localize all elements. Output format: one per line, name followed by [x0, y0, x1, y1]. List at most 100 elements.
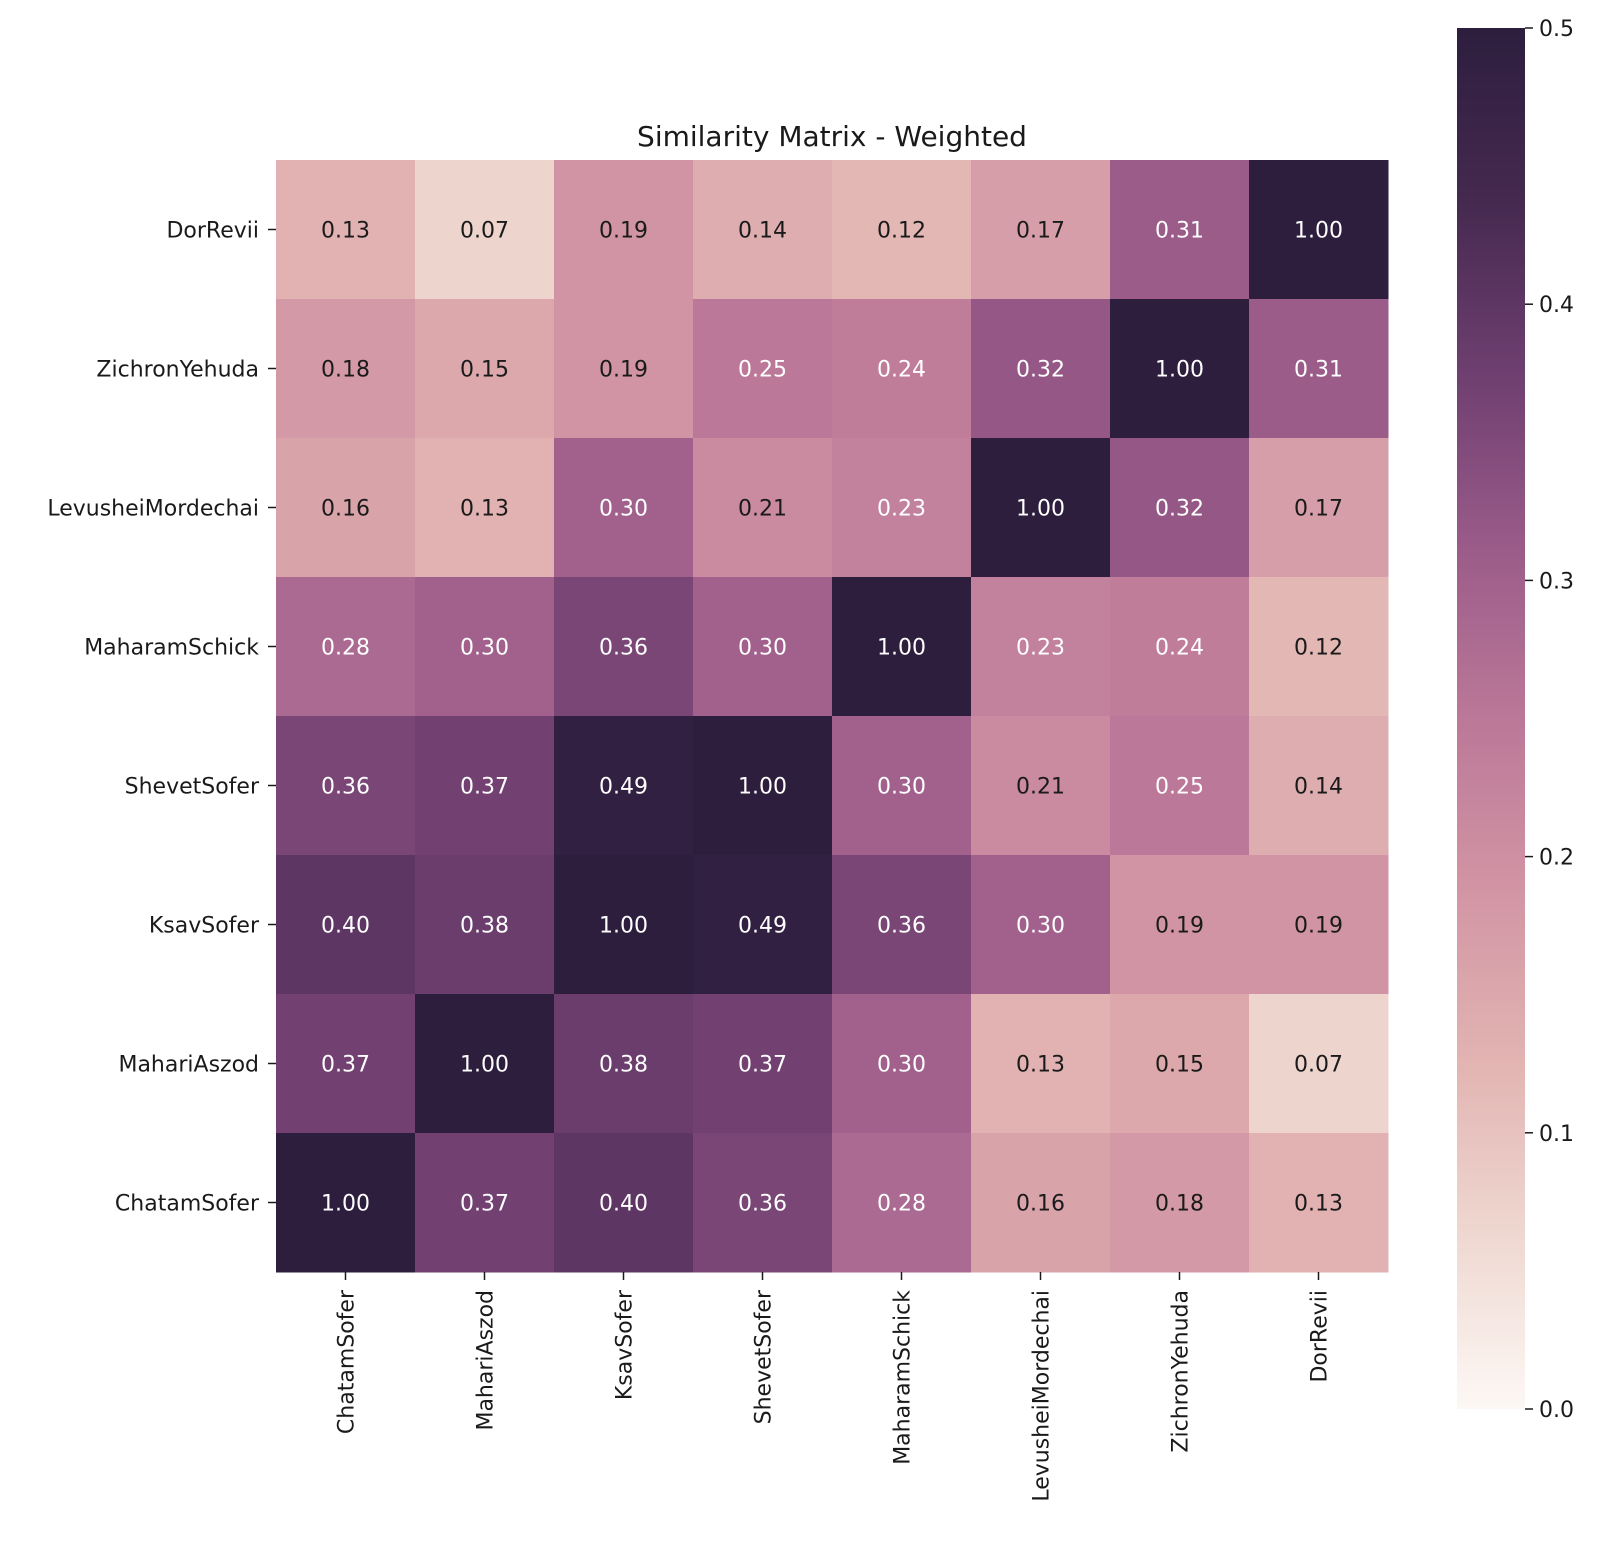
cell-value-label: 0.37 — [460, 775, 509, 800]
cell-value-label: 0.16 — [1016, 1192, 1065, 1217]
cell-value-label: 0.07 — [460, 219, 509, 244]
heatmap-cell — [1110, 855, 1250, 995]
heatmap-cell — [1249, 438, 1389, 578]
heatmap-cell — [415, 160, 555, 300]
cell-value-label: 0.38 — [460, 914, 509, 939]
cell-value-label: 0.30 — [1016, 914, 1065, 939]
cell-value-label: 0.18 — [321, 358, 370, 383]
heatmap-cell — [1110, 1133, 1250, 1273]
heatmap-cell — [1249, 994, 1389, 1134]
heatmap-cell — [554, 577, 694, 717]
cell-value-label: 0.30 — [877, 1053, 926, 1078]
heatmap-cell — [832, 299, 972, 439]
cell-value-label: 0.07 — [1294, 1053, 1343, 1078]
cell-value-label: 1.00 — [1016, 497, 1065, 522]
heatmap-cell — [415, 438, 555, 578]
cell-value-label: 0.17 — [1294, 497, 1343, 522]
cell-value-label: 0.30 — [460, 636, 509, 661]
cell-value-label: 0.13 — [321, 219, 370, 244]
heatmap-cell — [1249, 1133, 1389, 1273]
colorbar-tick-label: 0.1 — [1539, 1122, 1574, 1147]
heatmap-cell — [276, 577, 416, 717]
y-tick-label: ShevetSofer — [125, 775, 260, 800]
y-tick-label: ChatamSofer — [115, 1192, 260, 1217]
cell-value-label: 0.19 — [599, 358, 648, 383]
heatmap-cell — [554, 438, 694, 578]
x-tick-label: KsavSofer — [613, 1289, 638, 1400]
heatmap-cells: 0.13 0.07 0.19 0.14 0.12 0.17 0.31 1.00 0.18 0.15… — [276, 160, 1389, 1273]
colorbar: 0.0 0.1 0.2 0.3 0.4 0.5 — [1457, 17, 1574, 1423]
cell-value-label: 0.21 — [1016, 775, 1065, 800]
cell-value-label: 0.38 — [599, 1053, 648, 1078]
heatmap-cell — [693, 577, 833, 717]
heatmap-cell — [832, 1133, 972, 1273]
y-tick-label: KsavSofer — [149, 914, 260, 939]
heatmap-cell — [693, 855, 833, 995]
cell-value-label: 0.19 — [1294, 914, 1343, 939]
heatmap-cell — [1249, 855, 1389, 995]
y-tick-label: DorRevii — [166, 219, 259, 244]
heatmap-cell — [971, 994, 1111, 1134]
heatmap-cell — [276, 994, 416, 1134]
heatmap-cell — [1249, 160, 1389, 300]
chart-title: Similarity Matrix - Weighted — [637, 120, 1027, 153]
heatmap-cell — [415, 1133, 555, 1273]
heatmap-cell — [832, 855, 972, 995]
heatmap-cell — [971, 716, 1111, 856]
heatmap-cell — [971, 1133, 1111, 1273]
cell-value-label: 0.31 — [1155, 219, 1204, 244]
heatmap-cell — [276, 438, 416, 578]
cell-value-label: 0.32 — [1016, 358, 1065, 383]
cell-value-label: 0.37 — [738, 1053, 787, 1078]
heatmap-cell — [276, 716, 416, 856]
cell-value-label: 0.23 — [877, 497, 926, 522]
cell-value-label: 0.31 — [1294, 358, 1343, 383]
x-tick-label: MaharamSchick — [891, 1290, 916, 1465]
cell-value-label: 1.00 — [1155, 358, 1204, 383]
x-tick-label: LevusheiMordechai — [1030, 1290, 1055, 1502]
heatmap-cell — [971, 438, 1111, 578]
y-tick-label: MahariAszod — [118, 1053, 259, 1078]
cell-value-label: 0.25 — [1155, 775, 1204, 800]
cell-value-label: 0.14 — [738, 219, 787, 244]
heatmap-cell — [1110, 160, 1250, 300]
colorbar-tick-label: 0.2 — [1539, 846, 1574, 871]
cell-value-label: 0.37 — [460, 1192, 509, 1217]
heatmap-cell — [276, 160, 416, 300]
heatmap-cell — [554, 299, 694, 439]
heatmap-cell — [832, 160, 972, 300]
cell-value-label: 0.36 — [321, 775, 370, 800]
x-tick-label: MahariAszod — [474, 1290, 499, 1431]
heatmap-cell — [554, 716, 694, 856]
cell-value-label: 0.49 — [738, 914, 787, 939]
x-tick-label: ShevetSofer — [752, 1289, 777, 1424]
y-axis: DorRevii ZichronYehuda LevusheiMordechai Ma… — [47, 219, 276, 1217]
colorbar-tick-label: 0.0 — [1539, 1398, 1574, 1423]
colorbar-tick-label: 0.4 — [1539, 293, 1574, 318]
cell-value-label: 1.00 — [877, 636, 926, 661]
cell-value-label: 0.25 — [738, 358, 787, 383]
y-tick-label: MaharamSchick — [84, 636, 259, 661]
heatmap-cell — [693, 1133, 833, 1273]
cell-value-label: 0.36 — [738, 1192, 787, 1217]
cell-value-label: 0.36 — [877, 914, 926, 939]
cell-value-label: 1.00 — [460, 1053, 509, 1078]
cell-value-label: 0.14 — [1294, 775, 1343, 800]
heatmap-cell — [971, 577, 1111, 717]
x-tick-label: DorRevii — [1308, 1290, 1333, 1383]
heatmap-cell — [415, 299, 555, 439]
cell-value-label: 0.15 — [1155, 1053, 1204, 1078]
cell-value-label: 0.24 — [1155, 636, 1204, 661]
cell-value-label: 0.12 — [1294, 636, 1343, 661]
cell-value-label: 1.00 — [599, 914, 648, 939]
heatmap-cell — [276, 299, 416, 439]
heatmap-cell — [554, 1133, 694, 1273]
y-tick-label: ZichronYehuda — [96, 358, 259, 383]
heatmap-cell — [693, 994, 833, 1134]
heatmap-cell — [1110, 577, 1250, 717]
cell-value-label: 0.21 — [738, 497, 787, 522]
heatmap-cell — [415, 855, 555, 995]
cell-value-label: 0.36 — [599, 636, 648, 661]
cell-value-label: 0.17 — [1016, 219, 1065, 244]
heatmap-cell — [832, 994, 972, 1134]
